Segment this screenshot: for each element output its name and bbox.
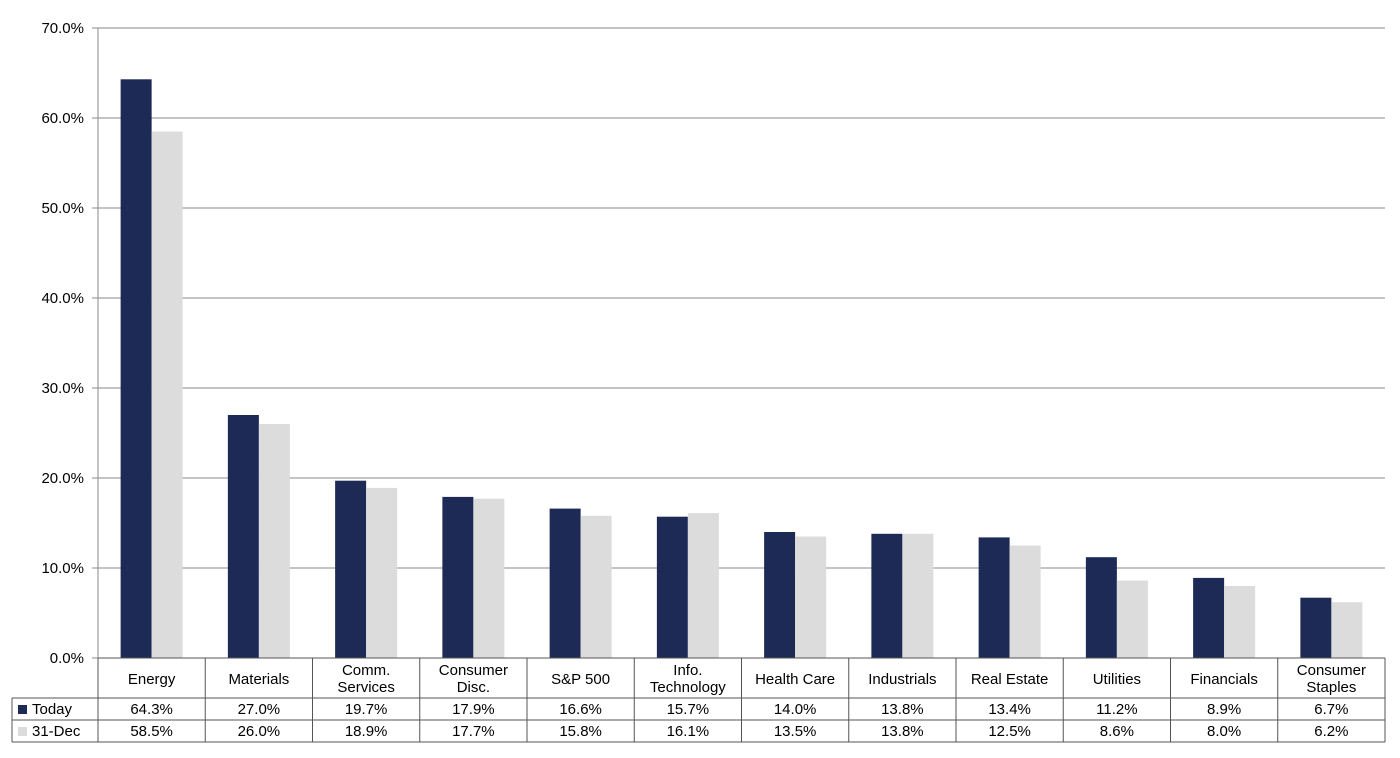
x-category-label: Consumer Staples — [1297, 662, 1366, 696]
bar-31-dec — [580, 515, 612, 658]
data-label: 26.0% — [238, 723, 281, 740]
bar-31-dec — [795, 536, 827, 658]
legend-label: 31-Dec — [32, 723, 81, 740]
x-category-label: Comm. Services — [337, 662, 395, 696]
x-category-label: Real Estate — [971, 671, 1049, 688]
x-category-label: Industrials — [868, 671, 936, 688]
x-category-label: Health Care — [755, 671, 835, 688]
x-category-label: Materials — [228, 671, 289, 688]
x-category-label-line: Disc. — [457, 679, 490, 696]
y-tick-label: 40.0% — [41, 290, 84, 307]
y-tick-label: 20.0% — [41, 470, 84, 487]
data-label: 6.2% — [1314, 723, 1348, 740]
data-label: 14.0% — [774, 701, 817, 718]
y-tick-label: 70.0% — [41, 20, 84, 37]
bar-today — [871, 533, 903, 658]
legend-label: Today — [32, 701, 73, 718]
y-tick-label: 60.0% — [41, 110, 84, 127]
data-label: 64.3% — [130, 701, 173, 718]
data-label: 18.9% — [345, 723, 388, 740]
y-tick-label: 10.0% — [41, 560, 84, 577]
gridlines — [92, 27, 1385, 659]
bar-today — [1085, 557, 1117, 658]
bar-31-dec — [1224, 586, 1256, 658]
bar-31-dec — [902, 533, 934, 658]
data-label: 58.5% — [130, 723, 173, 740]
x-category-label-line: Technology — [650, 679, 726, 696]
bars — [120, 79, 1363, 659]
x-category-label: Utilities — [1093, 671, 1141, 688]
bar-31-dec — [1116, 580, 1148, 658]
data-label: 27.0% — [238, 701, 281, 718]
x-category-label-line: Consumer — [1297, 662, 1366, 679]
bar-today — [656, 516, 688, 658]
bar-31-dec — [1331, 602, 1363, 658]
data-label: 16.6% — [559, 701, 602, 718]
data-label: 8.9% — [1207, 701, 1241, 718]
bar-today — [335, 480, 367, 658]
y-axis-ticks: 0.0% 10.0% 20.0% 30.0% 40.0% 50.0% 60.0% 70.0% — [41, 20, 84, 667]
data-label: 13.8% — [881, 701, 924, 718]
data-label: 17.9% — [452, 701, 495, 718]
data-label: 17.7% — [452, 723, 495, 740]
bar-today — [978, 537, 1010, 658]
x-category-label: Financials — [1190, 671, 1258, 688]
x-category-label-line: Staples — [1306, 679, 1356, 696]
data-label: 12.5% — [988, 723, 1031, 740]
data-label: 15.7% — [667, 701, 710, 718]
data-label: 13.8% — [881, 723, 924, 740]
bar-31-dec — [258, 424, 290, 658]
bar-today — [120, 79, 152, 659]
data-label: 6.7% — [1314, 701, 1348, 718]
y-tick-label: 30.0% — [41, 380, 84, 397]
y-tick-label: 0.0% — [50, 650, 84, 667]
x-category-label-line: Comm. — [342, 662, 390, 679]
legend-swatch — [18, 705, 27, 714]
data-label: 8.0% — [1207, 723, 1241, 740]
x-category-label-line: Info. — [673, 662, 702, 679]
x-category-label-line: Services — [337, 679, 395, 696]
y-tick-label: 50.0% — [41, 200, 84, 217]
x-category-label: S&P 500 — [551, 671, 610, 688]
bar-31-dec — [366, 487, 398, 658]
data-label: 11.2% — [1096, 701, 1137, 718]
legend-swatch — [18, 727, 27, 736]
bar-31-dec — [1009, 545, 1041, 658]
bar-today — [227, 415, 259, 658]
data-label: 19.7% — [345, 701, 388, 718]
bar-today — [1193, 577, 1225, 658]
bar-today — [1300, 597, 1332, 658]
bar-31-dec — [687, 513, 719, 658]
x-category-label: Consumer Disc. — [439, 662, 508, 696]
data-label: 13.4% — [988, 701, 1031, 718]
x-category-label: Energy — [128, 671, 176, 688]
x-category-label: Info. Technology — [650, 662, 726, 696]
x-category-label-line: Consumer — [439, 662, 508, 679]
bar-today — [549, 508, 581, 658]
data-label: 8.6% — [1100, 723, 1134, 740]
data-label: 13.5% — [774, 723, 817, 740]
bar-today — [442, 496, 474, 658]
data-label: 15.8% — [559, 723, 602, 740]
bar-today — [764, 532, 796, 658]
bar-31-dec — [151, 131, 183, 658]
bar-31-dec — [473, 498, 505, 658]
data-label: 16.1% — [667, 723, 710, 740]
